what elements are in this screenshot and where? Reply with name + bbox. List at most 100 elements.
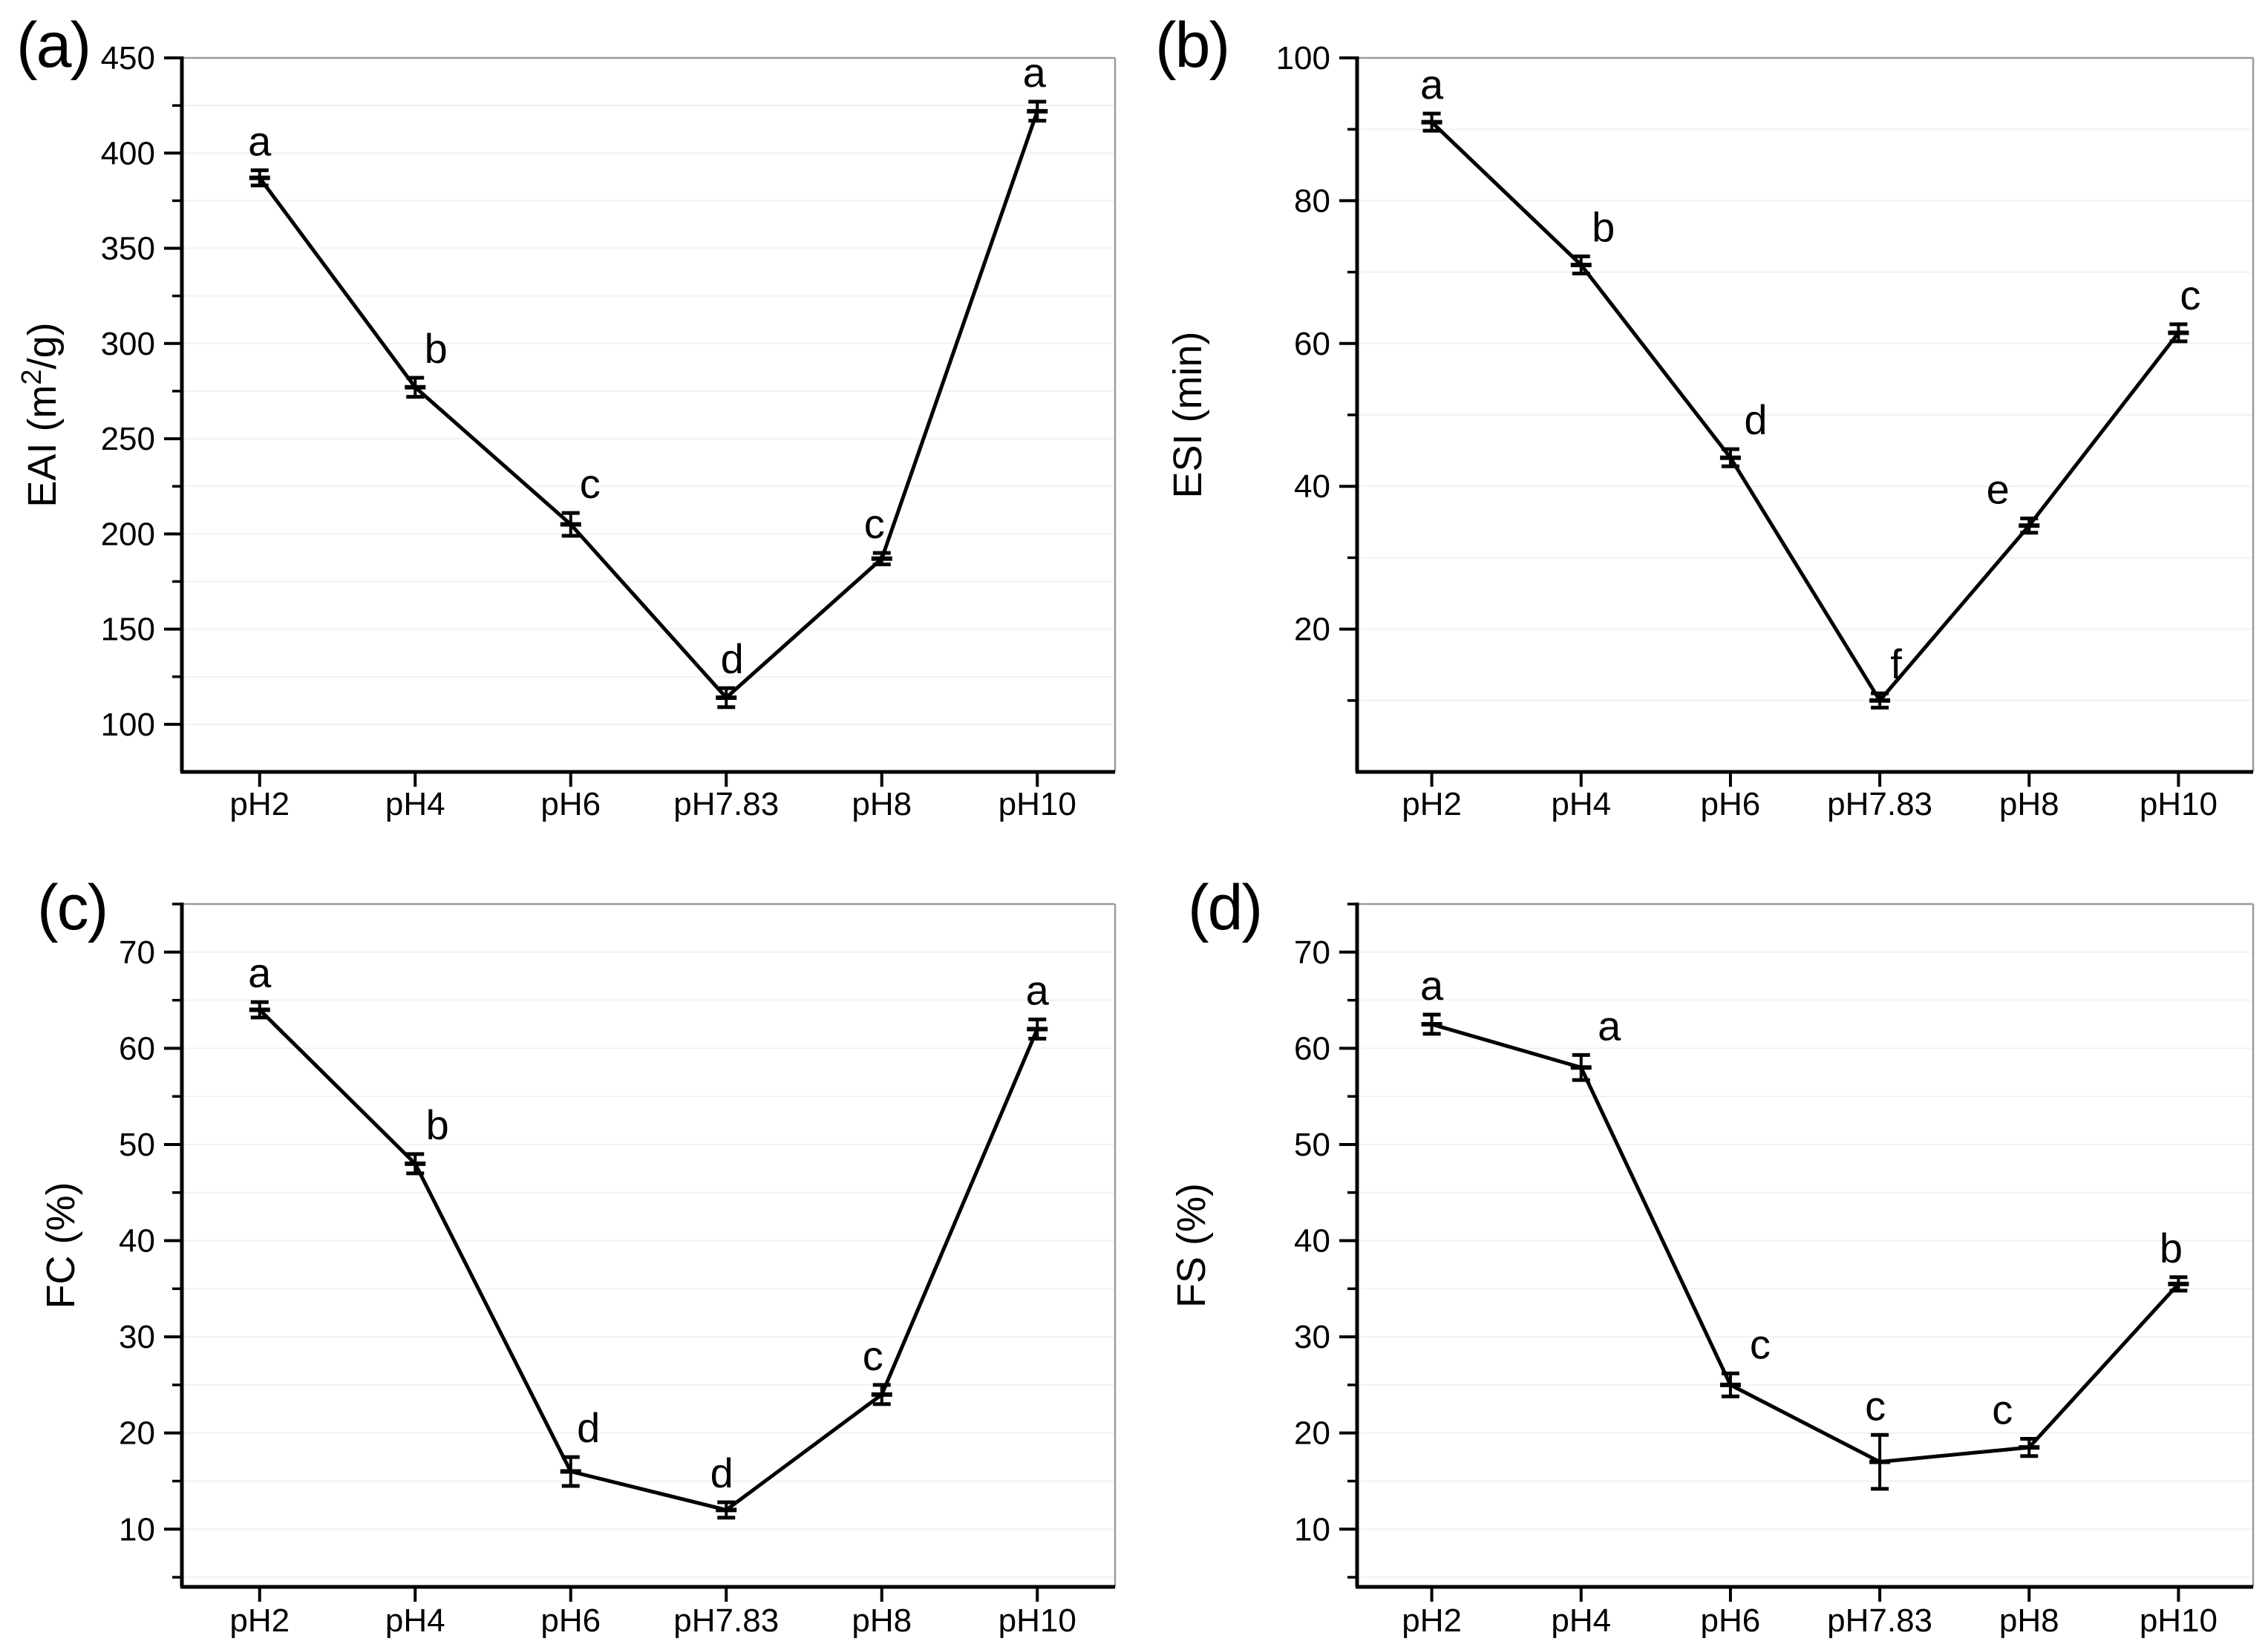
sig-letter-b-pH7.83: f xyxy=(1890,641,1902,687)
y-tick-label-b: 20 xyxy=(1294,612,1330,648)
y-tick-label-d: 70 xyxy=(1294,934,1330,971)
sig-letter-b-pH8: e xyxy=(1987,465,2010,512)
sig-letter-b-pH2: a xyxy=(1420,61,1444,108)
sig-letter-d-pH4: a xyxy=(1598,1002,1621,1049)
y-tick-label-d: 30 xyxy=(1294,1319,1330,1355)
sig-letters-a: a b c d c a xyxy=(248,49,1047,682)
x-tick-label-a: pH10 xyxy=(999,786,1076,822)
y-axis-a: 100 150 200 250 300 350 400 450 xyxy=(101,40,182,743)
sig-letter-b-pH10: c xyxy=(2180,272,2200,318)
sig-letter-a-pH8: c xyxy=(864,500,885,547)
plot-frame-a xyxy=(180,56,1117,774)
x-axis-c: pH2 pH4 pH6 pH7.83 pH8 pH10 xyxy=(229,1587,1076,1639)
y-tick-label-c: 30 xyxy=(119,1319,155,1355)
x-tick-label-d: pH7.83 xyxy=(1827,1602,1932,1639)
x-tick-label-c: pH4 xyxy=(385,1602,445,1639)
x-tick-label-b: pH8 xyxy=(1999,786,2059,822)
sig-letter-d-pH10: b xyxy=(2160,1225,2183,1271)
y-axis-title-d: FS (%) xyxy=(1169,1183,1214,1308)
x-tick-label-d: pH8 xyxy=(1999,1602,2059,1639)
x-tick-label-c: pH7.83 xyxy=(673,1602,779,1639)
y-tick-label-d: 20 xyxy=(1294,1415,1330,1452)
sig-letter-c-pH2: a xyxy=(248,949,272,996)
chart-d-fs: 10 20 30 40 50 60 70 pH2 pH4 pH6 pH7.83 pH8 pH10 FS (… xyxy=(1169,903,2255,1639)
svg-text:ESI (min): ESI (min) xyxy=(1166,331,1210,498)
sig-letter-d-pH6: c xyxy=(1750,1320,1771,1367)
sig-letter-d-pH8: c xyxy=(1992,1386,2013,1432)
sig-letter-c-pH4: b xyxy=(426,1101,449,1148)
sig-letter-c-pH7.83: d xyxy=(710,1450,733,1496)
y-tick-label-c: 70 xyxy=(119,934,155,971)
y-tick-label-d: 40 xyxy=(1294,1223,1330,1260)
x-tick-label-d: pH6 xyxy=(1701,1602,1761,1639)
error-bars-d xyxy=(1421,1012,2189,1491)
sig-letter-a-pH7.83: d xyxy=(721,635,744,682)
svg-text:FS (%): FS (%) xyxy=(1169,1183,1214,1308)
sig-letter-a-pH10: a xyxy=(1023,49,1047,96)
sig-letter-c-pH8: c xyxy=(863,1332,883,1379)
x-tick-label-c: pH10 xyxy=(999,1602,1076,1639)
x-tick-label-a: pH6 xyxy=(540,786,601,822)
sig-letters-d: a a c c c b xyxy=(1420,962,2183,1432)
data-series-b xyxy=(1430,120,2180,703)
x-tick-label-b: pH10 xyxy=(2140,786,2218,822)
gridlines-c xyxy=(182,951,1115,1579)
y-tick-label-c: 40 xyxy=(119,1223,155,1260)
sig-letter-c-pH6: d xyxy=(577,1404,600,1451)
y-tick-label-c: 10 xyxy=(119,1511,155,1548)
gridlines-d xyxy=(1357,951,2253,1579)
y-tick-label-b: 60 xyxy=(1294,326,1330,362)
data-series-d xyxy=(1430,1022,2180,1464)
sig-letter-a-pH6: c xyxy=(580,460,601,507)
sig-letter-b-pH4: b xyxy=(1592,203,1615,250)
x-tick-label-b: pH4 xyxy=(1551,786,1611,822)
error-bars-c xyxy=(249,1000,1048,1520)
sig-letter-d-pH2: a xyxy=(1420,962,1444,1009)
sig-letter-d-pH7.83: c xyxy=(1865,1382,1886,1429)
data-series-c xyxy=(258,1008,1039,1512)
y-axis-title-c: FC (%) xyxy=(39,1182,83,1309)
sig-letters-c: a b d d c a xyxy=(248,949,1050,1496)
sig-letter-a-pH4: b xyxy=(425,325,448,372)
y-tick-label-a: 200 xyxy=(101,516,155,552)
x-tick-label-d: pH4 xyxy=(1551,1602,1611,1639)
x-tick-label-a: pH7.83 xyxy=(673,786,779,822)
x-tick-label-d: pH10 xyxy=(2140,1602,2218,1639)
x-tick-label-a: pH8 xyxy=(852,786,912,822)
y-axis-title-a: EAI (m2/g) xyxy=(16,322,65,507)
y-tick-label-a: 450 xyxy=(101,40,155,76)
svg-text:EAI (m2/g): EAI (m2/g) xyxy=(16,322,65,507)
y-tick-label-a: 300 xyxy=(101,326,155,362)
gridlines-a xyxy=(182,105,1115,725)
x-tick-label-c: pH2 xyxy=(229,1602,290,1639)
y-tick-label-b: 80 xyxy=(1294,183,1330,219)
x-tick-label-c: pH8 xyxy=(852,1602,912,1639)
y-tick-label-c: 50 xyxy=(119,1127,155,1163)
y-tick-label-c: 20 xyxy=(119,1415,155,1452)
y-tick-label-c: 60 xyxy=(119,1030,155,1067)
y-tick-label-d: 10 xyxy=(1294,1511,1330,1548)
x-tick-label-c: pH6 xyxy=(540,1602,601,1639)
panel-d-label: (d) xyxy=(1188,872,1263,943)
x-tick-label-d: pH2 xyxy=(1402,1602,1462,1639)
y-axis-title-b: ESI (min) xyxy=(1166,331,1210,498)
x-tick-label-a: pH2 xyxy=(229,786,290,822)
error-bars-b xyxy=(1421,111,2189,710)
y-tick-label-b: 100 xyxy=(1276,40,1330,76)
panel-c-fc: 10 20 30 40 50 60 70 pH2 pH4 pH6 pH7.83 pH8 pH10 FC (… xyxy=(0,824,1134,1647)
gridlines-b xyxy=(1357,128,2253,701)
sig-letters-b: a b d f e c xyxy=(1420,61,2200,687)
y-tick-label-a: 250 xyxy=(101,421,155,457)
panel-c-label: (c) xyxy=(37,872,108,943)
x-axis-a: pH2 pH4 pH6 pH7.83 pH8 pH10 xyxy=(229,772,1076,822)
panel-b-esi: 20 40 60 80 100 pH2 pH4 pH6 pH7.83 pH8 pH10 ESI (mi… xyxy=(1134,0,2268,824)
chart-c-fc: 10 20 30 40 50 60 70 pH2 pH4 pH6 pH7.83 pH8 pH10 FC (… xyxy=(39,903,1117,1639)
panel-d-fs: 10 20 30 40 50 60 70 pH2 pH4 pH6 pH7.83 pH8 pH10 FS (… xyxy=(1134,824,2268,1647)
chart-b-esi: 20 40 60 80 100 pH2 pH4 pH6 pH7.83 pH8 pH10 ESI (mi… xyxy=(1166,40,2255,822)
plot-frame-d xyxy=(1355,903,2255,1589)
x-tick-label-a: pH4 xyxy=(385,786,445,822)
y-tick-label-a: 150 xyxy=(101,612,155,648)
x-tick-label-b: pH7.83 xyxy=(1827,786,1932,822)
